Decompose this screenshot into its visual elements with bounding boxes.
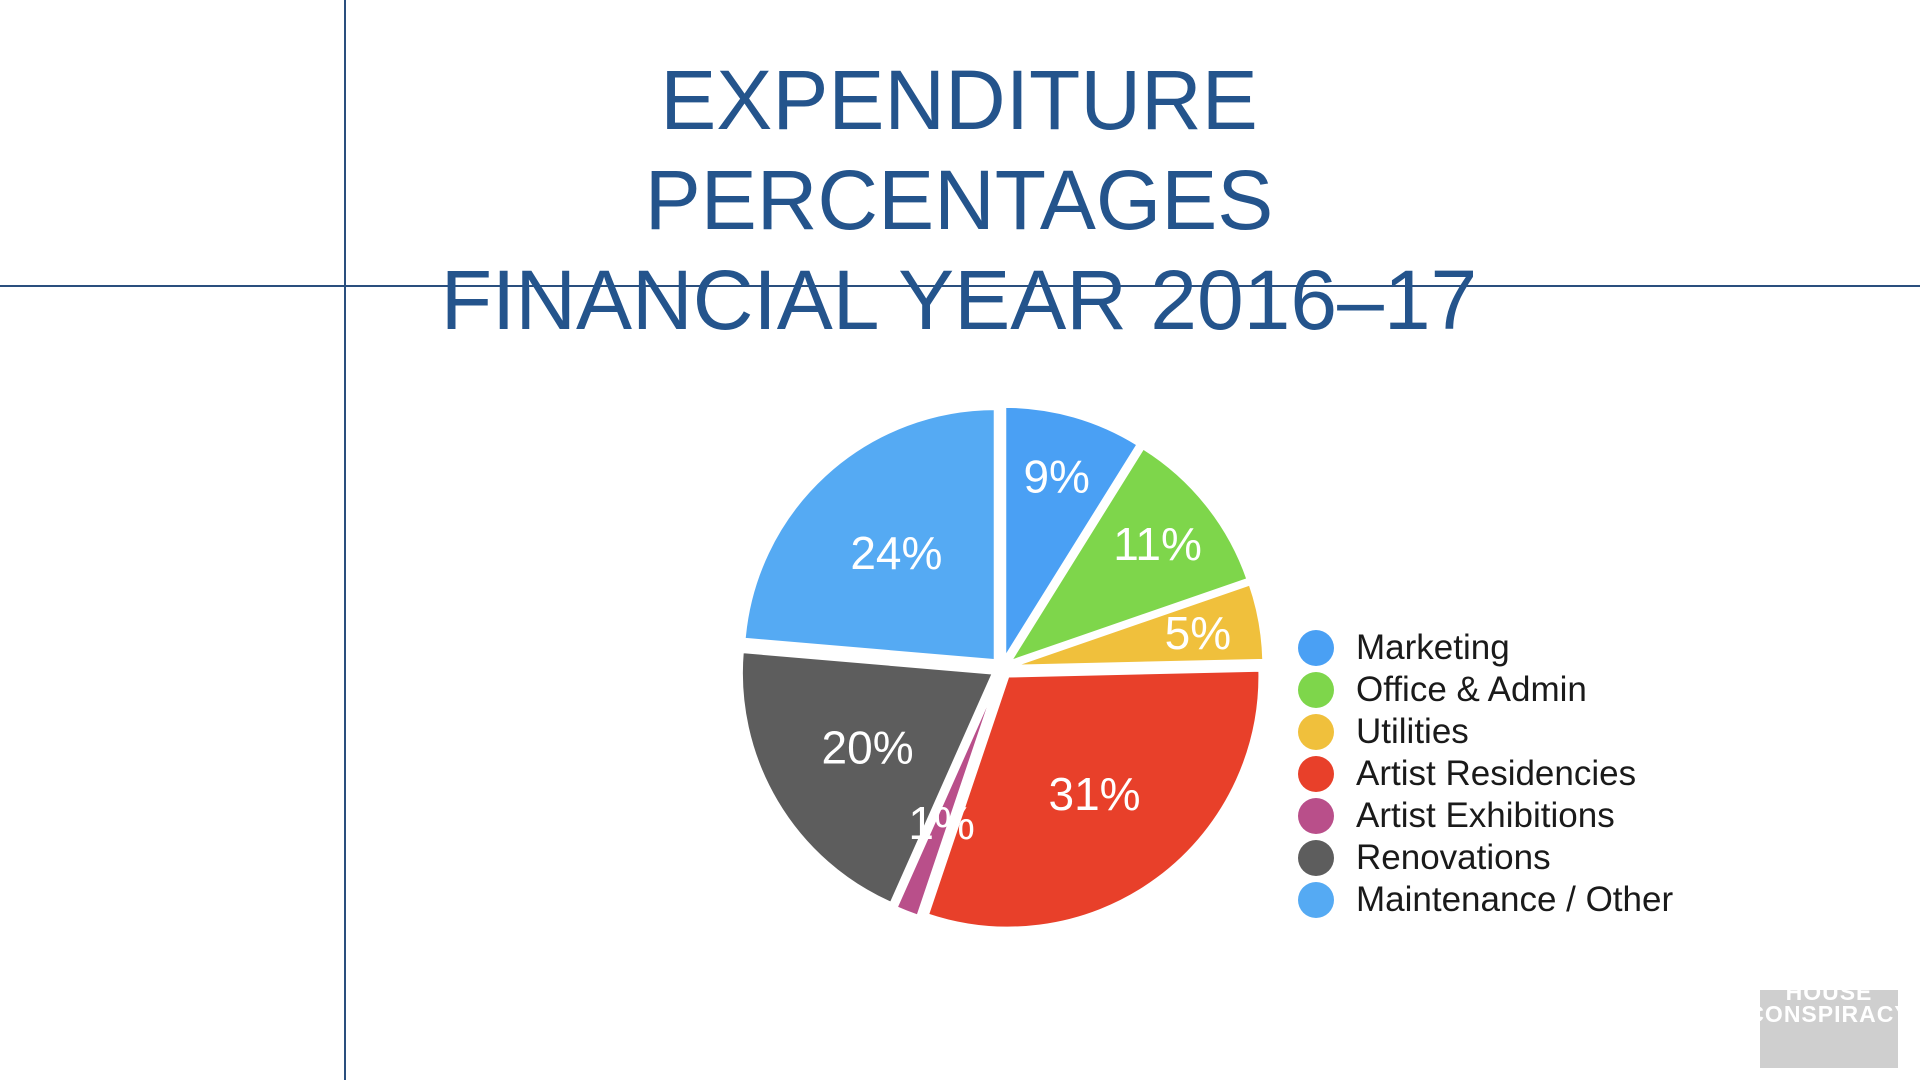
chart-legend: Marketing Office & Admin Utilities Artist R… — [1298, 627, 1673, 921]
pie-label-artist-residencies: 31% — [1049, 768, 1141, 820]
legend-swatch — [1298, 630, 1334, 666]
legend-label: Artist Exhibitions — [1356, 796, 1615, 835]
legend-label: Office & Admin — [1356, 670, 1587, 709]
legend-swatch — [1298, 714, 1334, 750]
pie-label-artist-exhibitions: 1% — [908, 797, 974, 849]
legend-item-maintenance-other: Maintenance / Other — [1298, 879, 1673, 921]
legend-label: Artist Residencies — [1356, 754, 1637, 793]
pie-slice-artist-residencies — [925, 668, 1262, 930]
pie-labels: 9% 11% 5% 31% 1% 20% 24% — [822, 451, 1232, 849]
pie-slice-utilities — [1011, 582, 1266, 668]
title-line-2: FINANCIAL YEAR 2016–17 — [440, 253, 1478, 347]
legend-item-marketing: Marketing — [1298, 627, 1673, 669]
legend-item-artist-residencies: Artist Residencies — [1298, 753, 1673, 795]
house-conspiracy-logo: HOUSE CONSPIRACY — [1747, 980, 1910, 1068]
legend-label: Utilities — [1356, 712, 1469, 751]
pie-slices — [739, 404, 1266, 930]
slide-title: EXPENDITURE PERCENTAGES FINANCIAL YEAR 2… — [344, 50, 1574, 350]
pie-label-renovations: 20% — [822, 721, 914, 773]
legend-item-office-admin: Office & Admin — [1298, 669, 1673, 711]
pie-slice-renovations — [739, 650, 996, 906]
title-line-1: EXPENDITURE PERCENTAGES — [644, 53, 1274, 247]
pie-label-maintenance-other: 24% — [850, 527, 942, 579]
legend-item-artist-exhibitions: Artist Exhibitions — [1298, 795, 1673, 837]
pie-slice-marketing — [1003, 404, 1141, 664]
pie-slice-maintenance-other — [742, 407, 997, 663]
pie-slice-office-admin — [1006, 445, 1250, 665]
pie-label-marketing: 9% — [1023, 451, 1089, 503]
legend-swatch — [1298, 798, 1334, 834]
pie-label-utilities: 5% — [1165, 607, 1231, 659]
logo-word-conspiracy: CONSPIRACY — [1747, 1001, 1911, 1027]
legend-swatch — [1298, 756, 1334, 792]
legend-item-utilities: Utilities — [1298, 711, 1673, 753]
vertical-divider — [344, 0, 346, 1080]
pie-label-office-admin: 11% — [1113, 518, 1202, 570]
legend-swatch — [1298, 882, 1334, 918]
pie-slice-artist-exhibitions — [894, 676, 1000, 919]
horizontal-divider — [0, 285, 1920, 287]
legend-swatch — [1298, 672, 1334, 708]
logo-word-house: HOUSE — [1785, 979, 1873, 1005]
legend-swatch — [1298, 840, 1334, 876]
legend-label: Renovations — [1356, 838, 1551, 877]
legend-label: Maintenance / Other — [1356, 880, 1674, 919]
legend-item-renovations: Renovations — [1298, 837, 1673, 879]
legend-label: Marketing — [1356, 628, 1510, 667]
